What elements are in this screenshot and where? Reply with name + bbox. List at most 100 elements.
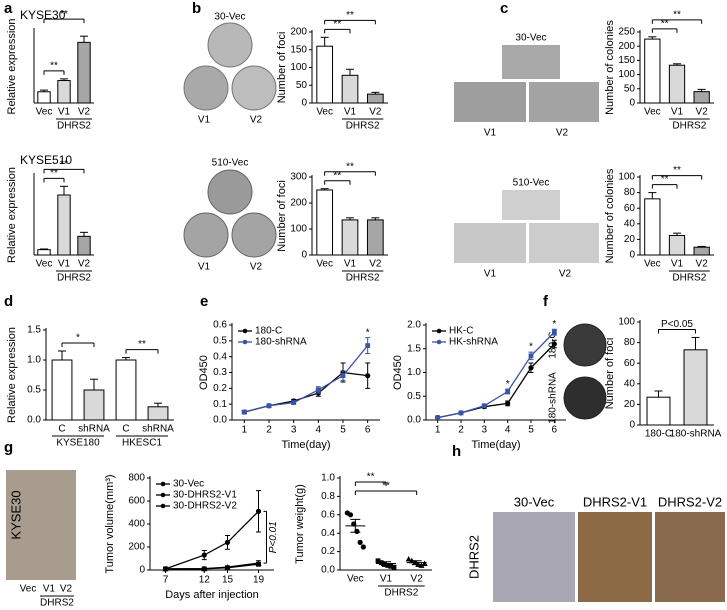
marker (162, 565, 169, 572)
point (391, 564, 397, 570)
annotation: * (529, 342, 533, 353)
error-bar (654, 390, 663, 398)
x-tick-label: V1 (58, 259, 71, 270)
annotation: ** (673, 9, 681, 20)
plate (563, 323, 607, 367)
bar (316, 45, 334, 104)
photo (578, 512, 652, 602)
marker (340, 373, 346, 379)
panel-letter: g (4, 439, 13, 456)
y-tick-label: 0 (629, 98, 635, 109)
x-tick-label: 5 (528, 425, 534, 436)
x-tick-label: 5 (340, 425, 346, 436)
error-bar (648, 36, 657, 40)
y-tick-label: 50 (624, 83, 636, 94)
y-tick-label: 0.1 (213, 399, 227, 410)
y-tick-label: 0.5 (27, 385, 41, 396)
image-label: DHRS2 (40, 598, 74, 609)
error-bar (648, 192, 657, 199)
y-axis-label: OD450 (392, 355, 404, 390)
error-bar (320, 36, 329, 47)
image-label: V1 (43, 584, 56, 595)
image-label: 510-Vec (513, 178, 550, 189)
y-tick-label: 0.0 (213, 415, 227, 426)
chart-title: KYSE510 (20, 153, 72, 167)
y-axis-label: Number of foci (276, 180, 288, 252)
x-tick-label: C (122, 424, 129, 435)
error-bar (691, 336, 700, 350)
x-tick-label: 12 (199, 575, 211, 586)
image-label: DHRS2-V1 (583, 494, 647, 509)
series-line (437, 343, 555, 419)
error-bar (80, 231, 88, 237)
plate (207, 169, 253, 215)
image-label: DHRS2 (466, 535, 481, 579)
plate (563, 376, 607, 420)
bar (147, 406, 169, 421)
image-label: V2 (556, 128, 569, 139)
image-label: V1 (198, 262, 211, 273)
y-axis-label: Relative expression (6, 19, 18, 115)
image-label: Vec (20, 584, 37, 595)
bar (57, 80, 71, 104)
marker (365, 373, 371, 379)
y-axis-label: Number of colonies (604, 20, 616, 115)
point (375, 558, 381, 564)
image-label: 180-shRNA (548, 372, 559, 424)
x-tick-label: 2 (266, 425, 272, 436)
x-tick-label: V1 (58, 107, 71, 118)
point (347, 512, 354, 518)
x-tick-label: 1 (242, 425, 248, 436)
plates-f: 180-C 180-shRNA (548, 323, 607, 424)
annotation: ** (673, 165, 681, 176)
bar (51, 359, 73, 421)
x-tick-label: Vec (316, 259, 333, 270)
annotation: ** (50, 60, 58, 71)
legend-label: 180-C (255, 326, 282, 337)
image-label: DHRS2-V2 (658, 494, 722, 509)
x-tick-label: 4 (505, 425, 511, 436)
chart-title: KYSE30 (20, 8, 66, 22)
error-bar (40, 89, 48, 92)
bar (341, 74, 359, 104)
x-axis-label: Time(day) (281, 439, 330, 451)
panel-letter: c (500, 0, 508, 17)
bar (644, 38, 661, 104)
x-tick-label: V2 (696, 107, 709, 118)
x-tick-label: Vec (36, 259, 53, 270)
x-tick-label: V1 (380, 574, 393, 585)
y-tick-label: 0.5 (407, 391, 421, 402)
photo (502, 190, 560, 220)
marker (224, 564, 231, 570)
bar (37, 249, 51, 256)
bar (366, 93, 384, 104)
bar (37, 91, 51, 104)
x-tick-label: 3 (482, 425, 488, 436)
point (421, 560, 428, 567)
x-tick-label: V2 (411, 574, 424, 585)
y-tick-label: 1.0 (407, 367, 421, 378)
annotation: * (552, 319, 556, 330)
marker (255, 508, 262, 514)
panel-letter: f (543, 293, 549, 310)
point (405, 555, 412, 562)
x-tick-label: shRNA (142, 424, 174, 435)
legend-label: 180-shRNA (255, 337, 307, 348)
bar (57, 194, 71, 256)
annotation: * (366, 327, 370, 338)
plate (207, 22, 253, 68)
x-tick-label: V2 (369, 107, 382, 118)
y-tick-label: 300 (290, 172, 307, 183)
error-bar (411, 560, 422, 565)
legend-marker (160, 481, 166, 487)
photo (454, 223, 526, 263)
group-label: DHRS2 (672, 273, 706, 284)
x-tick-label: V1 (671, 107, 684, 118)
tumor-photo: KYSE30 Vec V1 V2 DHRS2 (6, 470, 76, 609)
group-label: KYSE180 (56, 438, 100, 449)
bar (693, 246, 710, 256)
y-tick-label: 100 (618, 172, 635, 183)
marker (481, 403, 487, 409)
group-label: DHRS2 (346, 273, 380, 284)
annotation: ** (138, 339, 146, 350)
